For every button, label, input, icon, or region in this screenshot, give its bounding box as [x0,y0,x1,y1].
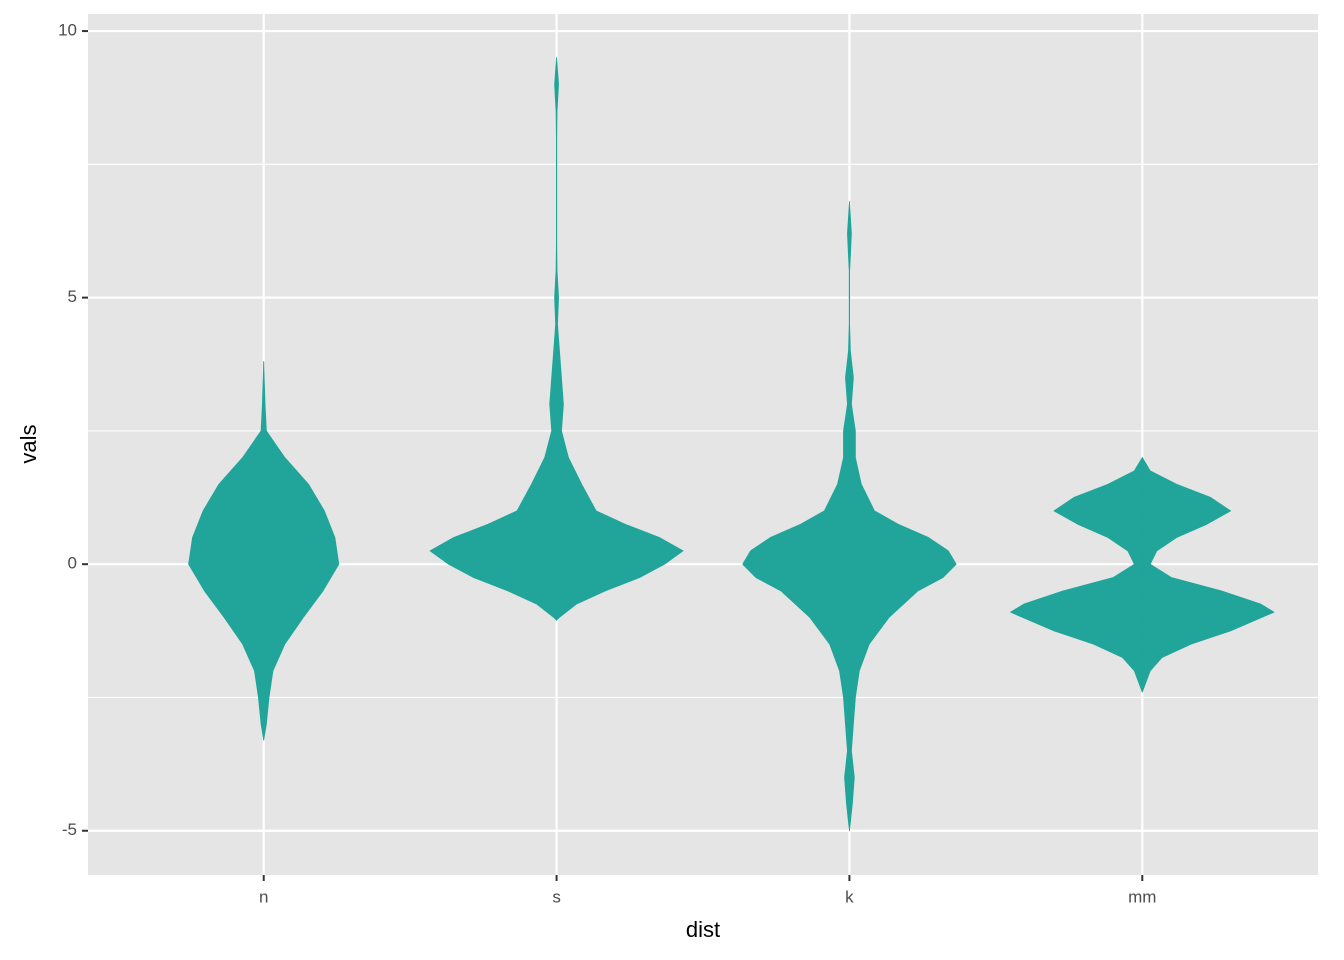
violin [188,361,265,741]
y-tick-label: -5 [62,820,77,839]
violin [1141,457,1275,693]
x-tick-label: s [552,887,561,906]
y-tick-label: 5 [68,287,77,306]
violin [263,361,340,741]
violin [742,201,850,832]
violin [1010,457,1143,693]
x-axis-title: dist [686,917,720,942]
violin [429,57,557,621]
panel [88,14,1318,875]
y-tick-label: 10 [58,21,77,40]
y-tick-label: 0 [68,554,77,573]
x-tick-label: mm [1128,887,1156,906]
violin [849,201,957,832]
y-axis-title: vals [16,424,41,463]
x-tick-label: k [845,887,854,906]
x-tick-label: n [259,887,268,906]
